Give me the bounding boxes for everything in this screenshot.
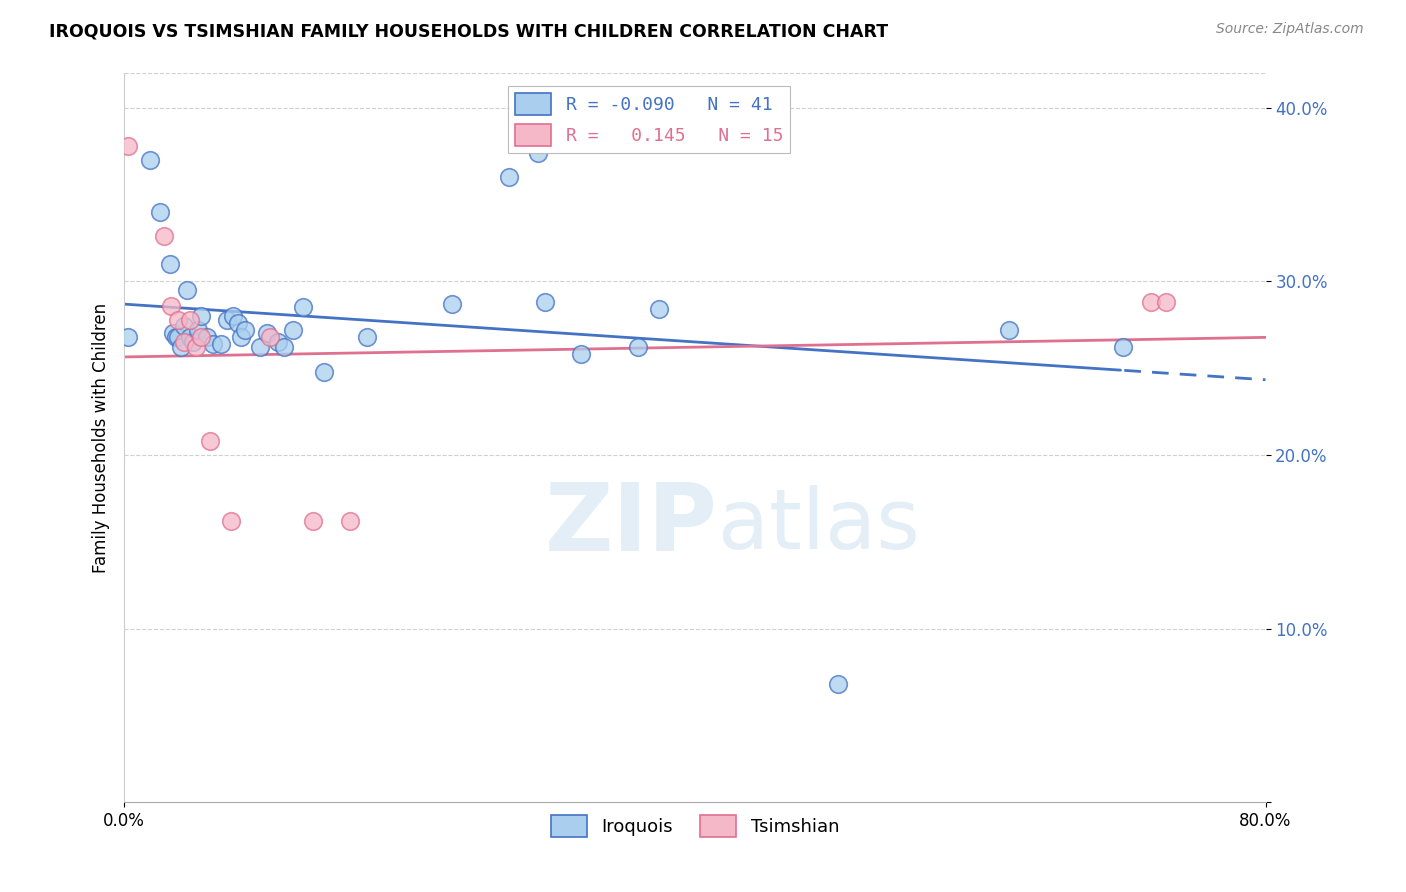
Point <box>153 229 176 244</box>
Point <box>228 316 250 330</box>
Point <box>173 335 195 350</box>
Point <box>162 326 184 341</box>
Point <box>267 335 290 350</box>
Point <box>190 309 212 323</box>
Text: IROQUOIS VS TSIMSHIAN FAMILY HOUSEHOLDS WITH CHILDREN CORRELATION CHART: IROQUOIS VS TSIMSHIAN FAMILY HOUSEHOLDS … <box>49 22 889 40</box>
Point <box>190 330 212 344</box>
Point <box>117 139 139 153</box>
Point <box>201 336 224 351</box>
Point <box>259 330 281 344</box>
Point <box>165 330 187 344</box>
Point <box>256 326 278 341</box>
Point <box>179 312 201 326</box>
Point <box>312 365 335 379</box>
Point <box>498 170 520 185</box>
Point <box>184 340 207 354</box>
Point <box>273 340 295 354</box>
Point <box>219 514 242 528</box>
Point <box>209 336 232 351</box>
Y-axis label: Family Households with Children: Family Households with Children <box>93 302 110 573</box>
Point <box>569 347 592 361</box>
Point <box>173 319 195 334</box>
Text: ZIP: ZIP <box>544 479 717 571</box>
Point <box>160 299 183 313</box>
Point <box>235 323 257 337</box>
Point <box>117 330 139 344</box>
Point <box>281 323 304 337</box>
Point <box>827 677 849 691</box>
Legend: Iroquois, Tsimshian: Iroquois, Tsimshian <box>544 808 846 845</box>
Point <box>512 114 534 128</box>
Point <box>249 340 271 354</box>
Point <box>1112 340 1135 354</box>
Point <box>1140 295 1163 310</box>
Point <box>198 434 221 449</box>
Point <box>441 297 464 311</box>
Point <box>627 340 650 354</box>
Point <box>356 330 378 344</box>
Point <box>176 283 198 297</box>
Point <box>167 312 190 326</box>
Point <box>997 323 1019 337</box>
Point <box>149 205 172 219</box>
Point <box>527 145 550 160</box>
Point <box>231 330 253 344</box>
Text: Source: ZipAtlas.com: Source: ZipAtlas.com <box>1216 22 1364 37</box>
Point <box>167 330 190 344</box>
Point <box>648 302 671 317</box>
Point <box>534 295 557 310</box>
Point <box>159 257 181 271</box>
Point <box>179 330 201 344</box>
Point <box>221 309 243 323</box>
Point <box>339 514 361 528</box>
Point <box>1154 295 1177 310</box>
Point <box>170 340 193 354</box>
Point <box>181 335 204 350</box>
Text: atlas: atlas <box>717 484 920 566</box>
Point <box>195 330 218 344</box>
Point <box>301 514 323 528</box>
Point <box>187 323 209 337</box>
Point <box>291 301 314 315</box>
Point <box>139 153 162 167</box>
Point <box>215 312 238 326</box>
